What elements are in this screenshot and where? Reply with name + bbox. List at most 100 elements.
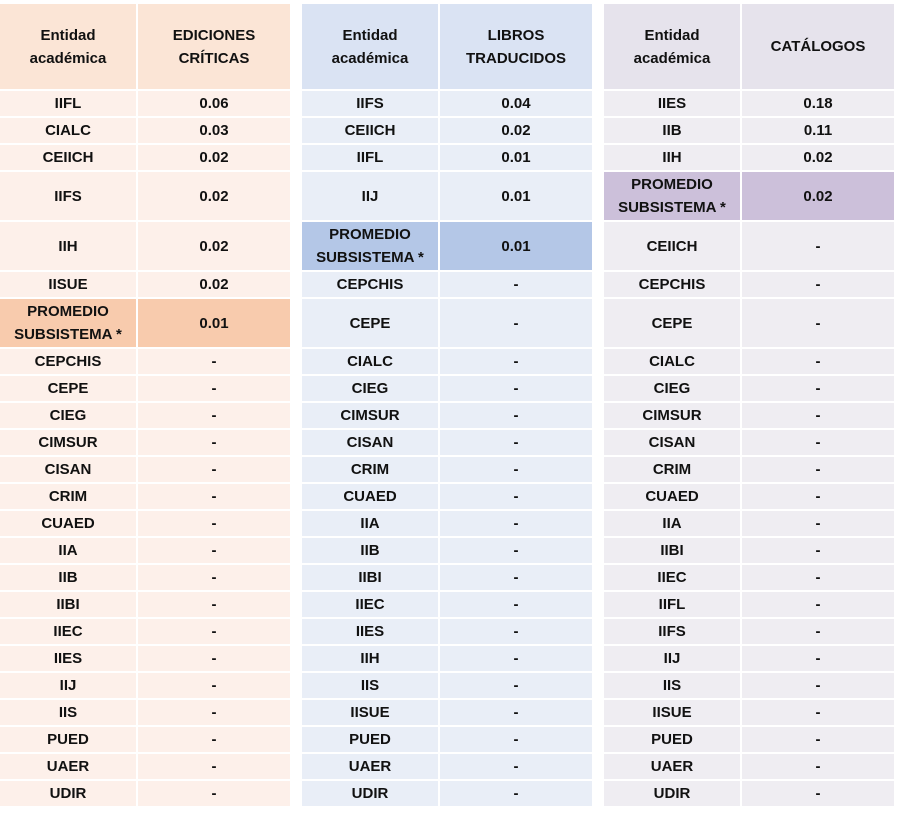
entity-cell: PROMEDIO SUBSISTEMA *	[604, 172, 742, 222]
table-row: IIH 0.02	[604, 145, 894, 172]
entity-cell: IIBI	[0, 592, 138, 619]
table-row: IIBI -	[604, 538, 894, 565]
value-cell: -	[138, 646, 290, 673]
value-cell: -	[742, 592, 894, 619]
entity-cell: PROMEDIO SUBSISTEMA *	[302, 222, 440, 272]
entity-cell: IIFS	[302, 91, 440, 118]
table-row: IISUE 0.02	[0, 272, 290, 299]
table-row: IIFS 0.04	[302, 91, 592, 118]
entity-cell: UDIR	[604, 781, 742, 808]
table-row: CEIICH -	[604, 222, 894, 272]
entity-cell: CISAN	[302, 430, 440, 457]
table-row: CRIM -	[604, 457, 894, 484]
table-row: IIES 0.18	[604, 91, 894, 118]
table-row: IIEC -	[302, 592, 592, 619]
table-row: IIS -	[0, 700, 290, 727]
entity-cell: CEPCHIS	[302, 272, 440, 299]
value-cell: 0.01	[440, 172, 592, 222]
table-row: PUED -	[302, 727, 592, 754]
entity-cell: IIS	[0, 700, 138, 727]
value-cell: -	[742, 754, 894, 781]
table-row: UAER -	[0, 754, 290, 781]
table-row: IIA -	[0, 538, 290, 565]
table-row: CIMSUR -	[302, 403, 592, 430]
table-row: CIEG -	[0, 403, 290, 430]
entity-cell: CISAN	[604, 430, 742, 457]
entity-cell: UDIR	[0, 781, 138, 808]
table-row: IIES -	[302, 619, 592, 646]
value-cell: -	[440, 619, 592, 646]
table-row: UDIR -	[302, 781, 592, 808]
entity-cell: UDIR	[302, 781, 440, 808]
entity-cell: CIALC	[302, 349, 440, 376]
table-row: IIEC -	[0, 619, 290, 646]
table-row: CISAN -	[0, 457, 290, 484]
entity-cell: CIEG	[604, 376, 742, 403]
entity-cell: IIA	[0, 538, 138, 565]
entity-cell: CEPE	[0, 376, 138, 403]
value-cell: 0.01	[138, 299, 290, 349]
entity-cell: CRIM	[0, 484, 138, 511]
table-row: CEIICH 0.02	[302, 118, 592, 145]
entity-cell: IIB	[0, 565, 138, 592]
entity-cell: IIFS	[0, 172, 138, 222]
value-cell: -	[440, 457, 592, 484]
entity-cell: CEPCHIS	[604, 272, 742, 299]
value-cell: -	[742, 700, 894, 727]
table-row: IIES -	[0, 646, 290, 673]
column-header-entity: Entidad académica	[604, 4, 742, 91]
table-row: IIB -	[0, 565, 290, 592]
entity-cell: PUED	[0, 727, 138, 754]
entity-cell: IIA	[604, 511, 742, 538]
value-cell: -	[742, 349, 894, 376]
value-cell: -	[440, 673, 592, 700]
table-row: CIALC -	[604, 349, 894, 376]
header-row: Entidad académica EDICIONES CRÍTICAS	[0, 4, 290, 91]
entity-cell: IIFL	[604, 592, 742, 619]
column-header-metric: CATÁLOGOS	[742, 4, 894, 91]
value-cell: 0.02	[742, 172, 894, 222]
value-cell: -	[742, 430, 894, 457]
entity-cell: CEIICH	[302, 118, 440, 145]
entity-cell: IISUE	[0, 272, 138, 299]
value-cell: -	[440, 511, 592, 538]
entity-cell: IIJ	[0, 673, 138, 700]
entity-cell: CUAED	[302, 484, 440, 511]
value-cell: -	[742, 222, 894, 272]
table-row: CRIM -	[302, 457, 592, 484]
table-row: IIJ -	[0, 673, 290, 700]
table-row: IIFS -	[604, 619, 894, 646]
value-cell: -	[138, 673, 290, 700]
table-row: CEPCHIS -	[302, 272, 592, 299]
value-cell: -	[138, 511, 290, 538]
entity-cell: CIMSUR	[604, 403, 742, 430]
entity-cell: IIS	[604, 673, 742, 700]
table-row: IIH 0.02	[0, 222, 290, 272]
value-cell: -	[440, 781, 592, 808]
entity-cell: CRIM	[604, 457, 742, 484]
table-row: IIBI -	[302, 565, 592, 592]
entity-cell: IIH	[302, 646, 440, 673]
value-cell: 0.06	[138, 91, 290, 118]
entity-cell: CRIM	[302, 457, 440, 484]
entity-cell: IIH	[0, 222, 138, 272]
table-row: CIMSUR -	[604, 403, 894, 430]
table-row: IIB -	[302, 538, 592, 565]
entity-cell: IIFL	[302, 145, 440, 172]
table-row: CUAED -	[604, 484, 894, 511]
value-cell: -	[742, 619, 894, 646]
table-row: CISAN -	[604, 430, 894, 457]
entity-cell: CEPCHIS	[0, 349, 138, 376]
table-row: PUED -	[0, 727, 290, 754]
entity-cell: PUED	[302, 727, 440, 754]
value-cell: -	[138, 781, 290, 808]
entity-cell: IIES	[604, 91, 742, 118]
header-row: Entidad académica CATÁLOGOS	[604, 4, 894, 91]
table-row: UDIR -	[604, 781, 894, 808]
value-cell: 0.01	[440, 222, 592, 272]
value-cell: -	[440, 646, 592, 673]
entity-cell: IIES	[302, 619, 440, 646]
value-cell: -	[742, 272, 894, 299]
table-row: CIMSUR -	[0, 430, 290, 457]
entity-cell: PUED	[604, 727, 742, 754]
